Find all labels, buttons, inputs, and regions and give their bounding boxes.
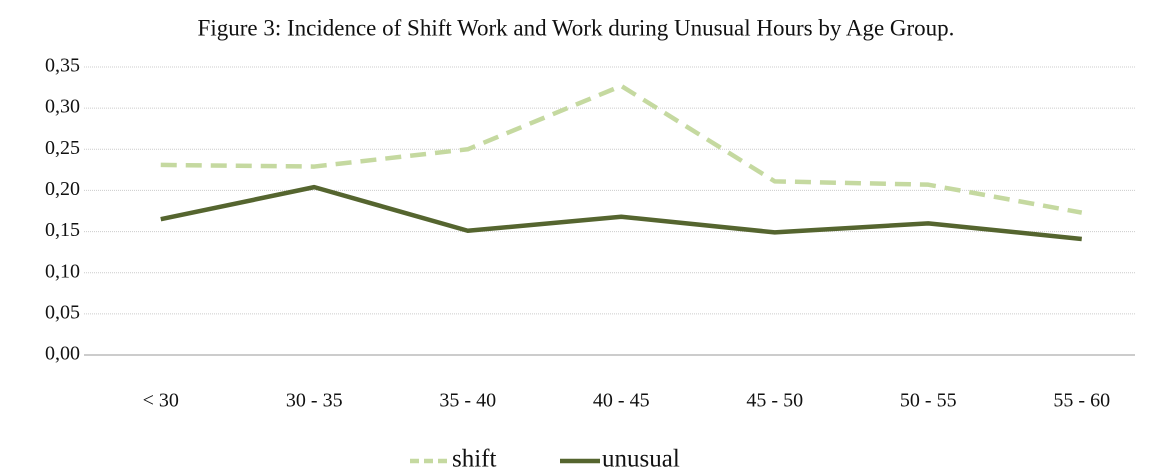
legend-label: shift bbox=[452, 446, 497, 473]
y-tick-label: 0,05 bbox=[45, 301, 80, 323]
y-tick-label: 0,20 bbox=[45, 178, 80, 200]
x-tick-label: 35 - 40 bbox=[439, 390, 496, 412]
y-tick-label: 0,00 bbox=[45, 343, 80, 365]
y-tick-label: 0,35 bbox=[45, 55, 80, 77]
x-tick-label: 45 - 50 bbox=[746, 390, 803, 412]
y-tick-label: 0,30 bbox=[45, 96, 80, 118]
x-tick-label: < 30 bbox=[143, 390, 179, 412]
y-tick-label: 0,25 bbox=[45, 137, 80, 159]
y-tick-label: 0,10 bbox=[45, 260, 80, 282]
x-tick-label: 30 - 35 bbox=[286, 390, 343, 412]
chart-title: Figure 3: Incidence of Shift Work and Wo… bbox=[198, 15, 955, 40]
x-tick-label: 55 - 60 bbox=[1053, 390, 1110, 412]
y-tick-label: 0,15 bbox=[45, 219, 80, 241]
x-tick-label: 50 - 55 bbox=[900, 390, 957, 412]
series-line bbox=[160, 83, 1083, 215]
series-line bbox=[160, 184, 1082, 242]
legend-label: unusual bbox=[602, 446, 680, 473]
x-tick-label: 40 - 45 bbox=[593, 390, 650, 412]
